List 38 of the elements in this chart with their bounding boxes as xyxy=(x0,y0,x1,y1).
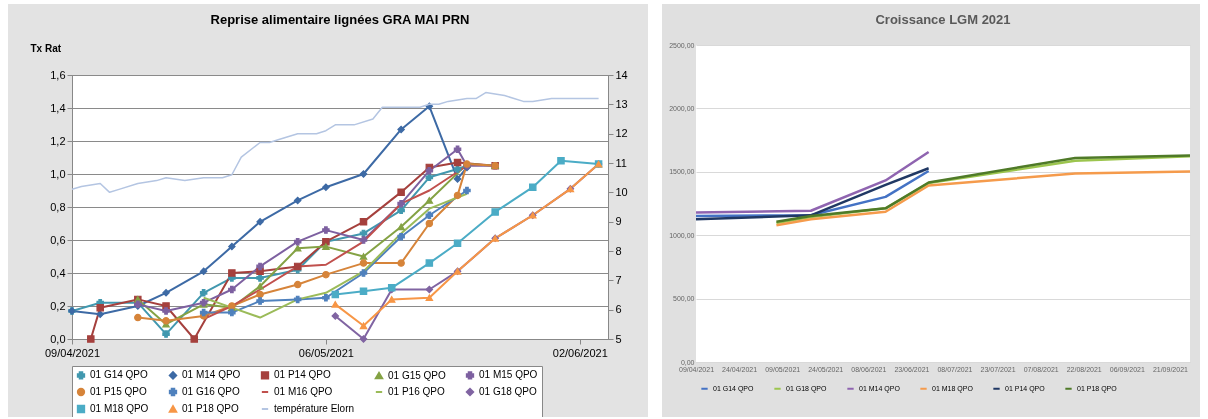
y-tick-label: 1,6 xyxy=(50,68,66,81)
y-tick-label: 1,2 xyxy=(50,134,66,147)
y-tick-label: 0,6 xyxy=(50,233,66,246)
legend-label: 01 M15 QPO xyxy=(479,369,538,381)
y2-tick-label: 6 xyxy=(615,303,622,316)
legend-label: 01 G16 QPO xyxy=(182,386,241,397)
y2-tick-label: 10 xyxy=(615,185,628,198)
y-tick-label: 0,2 xyxy=(50,299,66,312)
legend-label: 01 G18 QPO xyxy=(479,386,538,397)
legend-label: 01 P15 QPO xyxy=(90,386,147,397)
y2-tick-label: 7 xyxy=(615,273,622,286)
x-tick-label: 02/06/2021 xyxy=(552,346,608,359)
x-tick-label: 09/04/2021 xyxy=(44,346,101,359)
legend-label: 01 G15 QPO xyxy=(388,369,447,381)
y-tick-label: 0,0 xyxy=(50,332,66,345)
legend-label: 01 M14 QPO xyxy=(182,369,241,381)
y2-tick-label: 13 xyxy=(615,97,628,110)
chart-title: Reprise alimentaire lignées GRA MAI PRN xyxy=(210,12,470,27)
legend-label: 01 M18 QPO xyxy=(90,403,149,414)
y2-tick-label: 9 xyxy=(615,215,622,228)
x-tick-label: 06/05/2021 xyxy=(298,346,354,359)
legend-label: 01 P18 QPO xyxy=(182,403,239,414)
y2-tick-label: 8 xyxy=(615,244,622,257)
y2-tick-label: 12 xyxy=(615,127,628,140)
legend-label: 01 M16 QPO xyxy=(274,386,333,397)
chart-title: Croissance LGM 2021 xyxy=(875,12,1011,27)
y-tick-label: 1,4 xyxy=(50,101,66,114)
y2-tick-label: 11 xyxy=(615,156,627,169)
y-tick-label: 0,8 xyxy=(50,200,66,213)
legend-label: 01 P16 QPO xyxy=(388,386,445,397)
y2-tick-label: 14 xyxy=(615,68,628,81)
legend-label: 01 G14 QPO xyxy=(90,369,149,381)
y-tick-label: 0,4 xyxy=(50,266,66,279)
legend-label: température Elorn xyxy=(274,403,355,414)
y2-tick-label: 5 xyxy=(615,332,622,345)
y-tick-label: 1,0 xyxy=(50,167,66,180)
legend-label: 01 P14 QPO xyxy=(274,369,331,381)
y-axis-title: Tx Rat xyxy=(30,42,62,54)
